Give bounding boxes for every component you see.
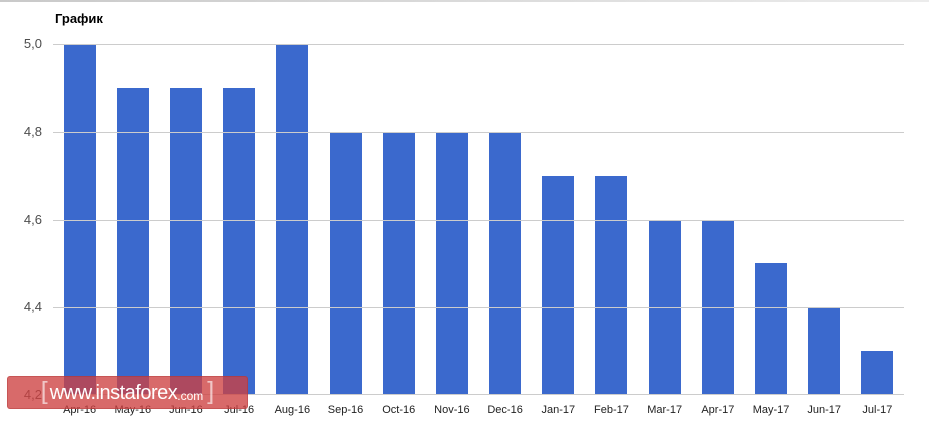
- x-tick-label: Feb-17: [594, 404, 629, 416]
- bar-Jun-17: [808, 307, 841, 395]
- watermark-site-text: www.instaforex: [49, 381, 178, 404]
- bar-slot: Aug-16: [266, 44, 319, 416]
- y-tick-label: 4,8: [23, 124, 42, 139]
- gridline: [53, 307, 904, 308]
- bar-slot: Nov-16: [425, 44, 478, 416]
- instaforex-watermark: [ www.instaforex .com ]: [7, 376, 248, 409]
- bar-Oct-16: [382, 131, 415, 395]
- x-tick-label: Mar-17: [647, 404, 683, 416]
- bar-slot: Oct-16: [372, 44, 425, 416]
- bar-Jul-17: [861, 351, 894, 395]
- watermark-close-bracket: ]: [207, 377, 215, 405]
- x-tick-label: Oct-16: [382, 404, 416, 416]
- bar-Feb-17: [595, 175, 628, 395]
- x-tick-label: Dec-16: [487, 404, 523, 416]
- bar-Nov-16: [435, 131, 468, 395]
- bar-Jul-16: [223, 87, 256, 395]
- bar-slot: Jul-17: [851, 44, 904, 416]
- x-tick-label: Nov-16: [434, 404, 470, 416]
- y-tick-label: 4,6: [23, 212, 42, 227]
- y-axis: 5,04,84,64,44,2: [0, 0, 42, 426]
- x-tick-label: Jun-17: [807, 404, 842, 416]
- x-tick-label: Apr-17: [701, 404, 735, 416]
- bar-May-17: [755, 263, 788, 395]
- bar-Jun-16: [169, 87, 202, 395]
- bar-Aug-16: [276, 44, 309, 395]
- x-tick-label: Jan-17: [541, 404, 576, 416]
- x-tick-label: May-17: [752, 404, 790, 416]
- bar-slot: Feb-17: [585, 44, 638, 416]
- watermark-tld-text: .com: [177, 388, 204, 403]
- x-tick-label: Jul-17: [862, 404, 893, 416]
- y-tick-label: 5,0: [23, 36, 42, 51]
- bar-slot: May-17: [744, 44, 797, 416]
- gridline: [53, 132, 904, 133]
- gridline: [53, 220, 904, 221]
- bar-slot: Jun-17: [798, 44, 851, 416]
- x-tick-label: Sep-16: [327, 404, 364, 416]
- bar-slot: Jun-16: [159, 44, 212, 416]
- chart-title: График: [55, 11, 103, 26]
- bar-Apr-16: [63, 44, 96, 395]
- y-tick-label: 4,4: [23, 299, 42, 314]
- bar-slot: Dec-16: [479, 44, 532, 416]
- x-tick-label: Aug-16: [274, 404, 311, 416]
- gridline: [53, 394, 904, 395]
- bar-slot: Sep-16: [319, 44, 372, 416]
- watermark-open-bracket: [: [40, 377, 48, 405]
- bar-Sep-16: [329, 131, 362, 395]
- bar-Jan-17: [542, 175, 575, 395]
- gridline: [53, 44, 904, 45]
- plot-area: Apr-16 May-16 Jun-16 Jul-16 Aug-16 Sep-16 Oct-…: [53, 44, 904, 416]
- bar-May-16: [116, 87, 149, 395]
- bar-slot: Jul-16: [213, 44, 266, 416]
- bar-slot: Jan-17: [532, 44, 585, 416]
- bar-Dec-16: [489, 131, 522, 395]
- top-border-line: [0, 0, 929, 2]
